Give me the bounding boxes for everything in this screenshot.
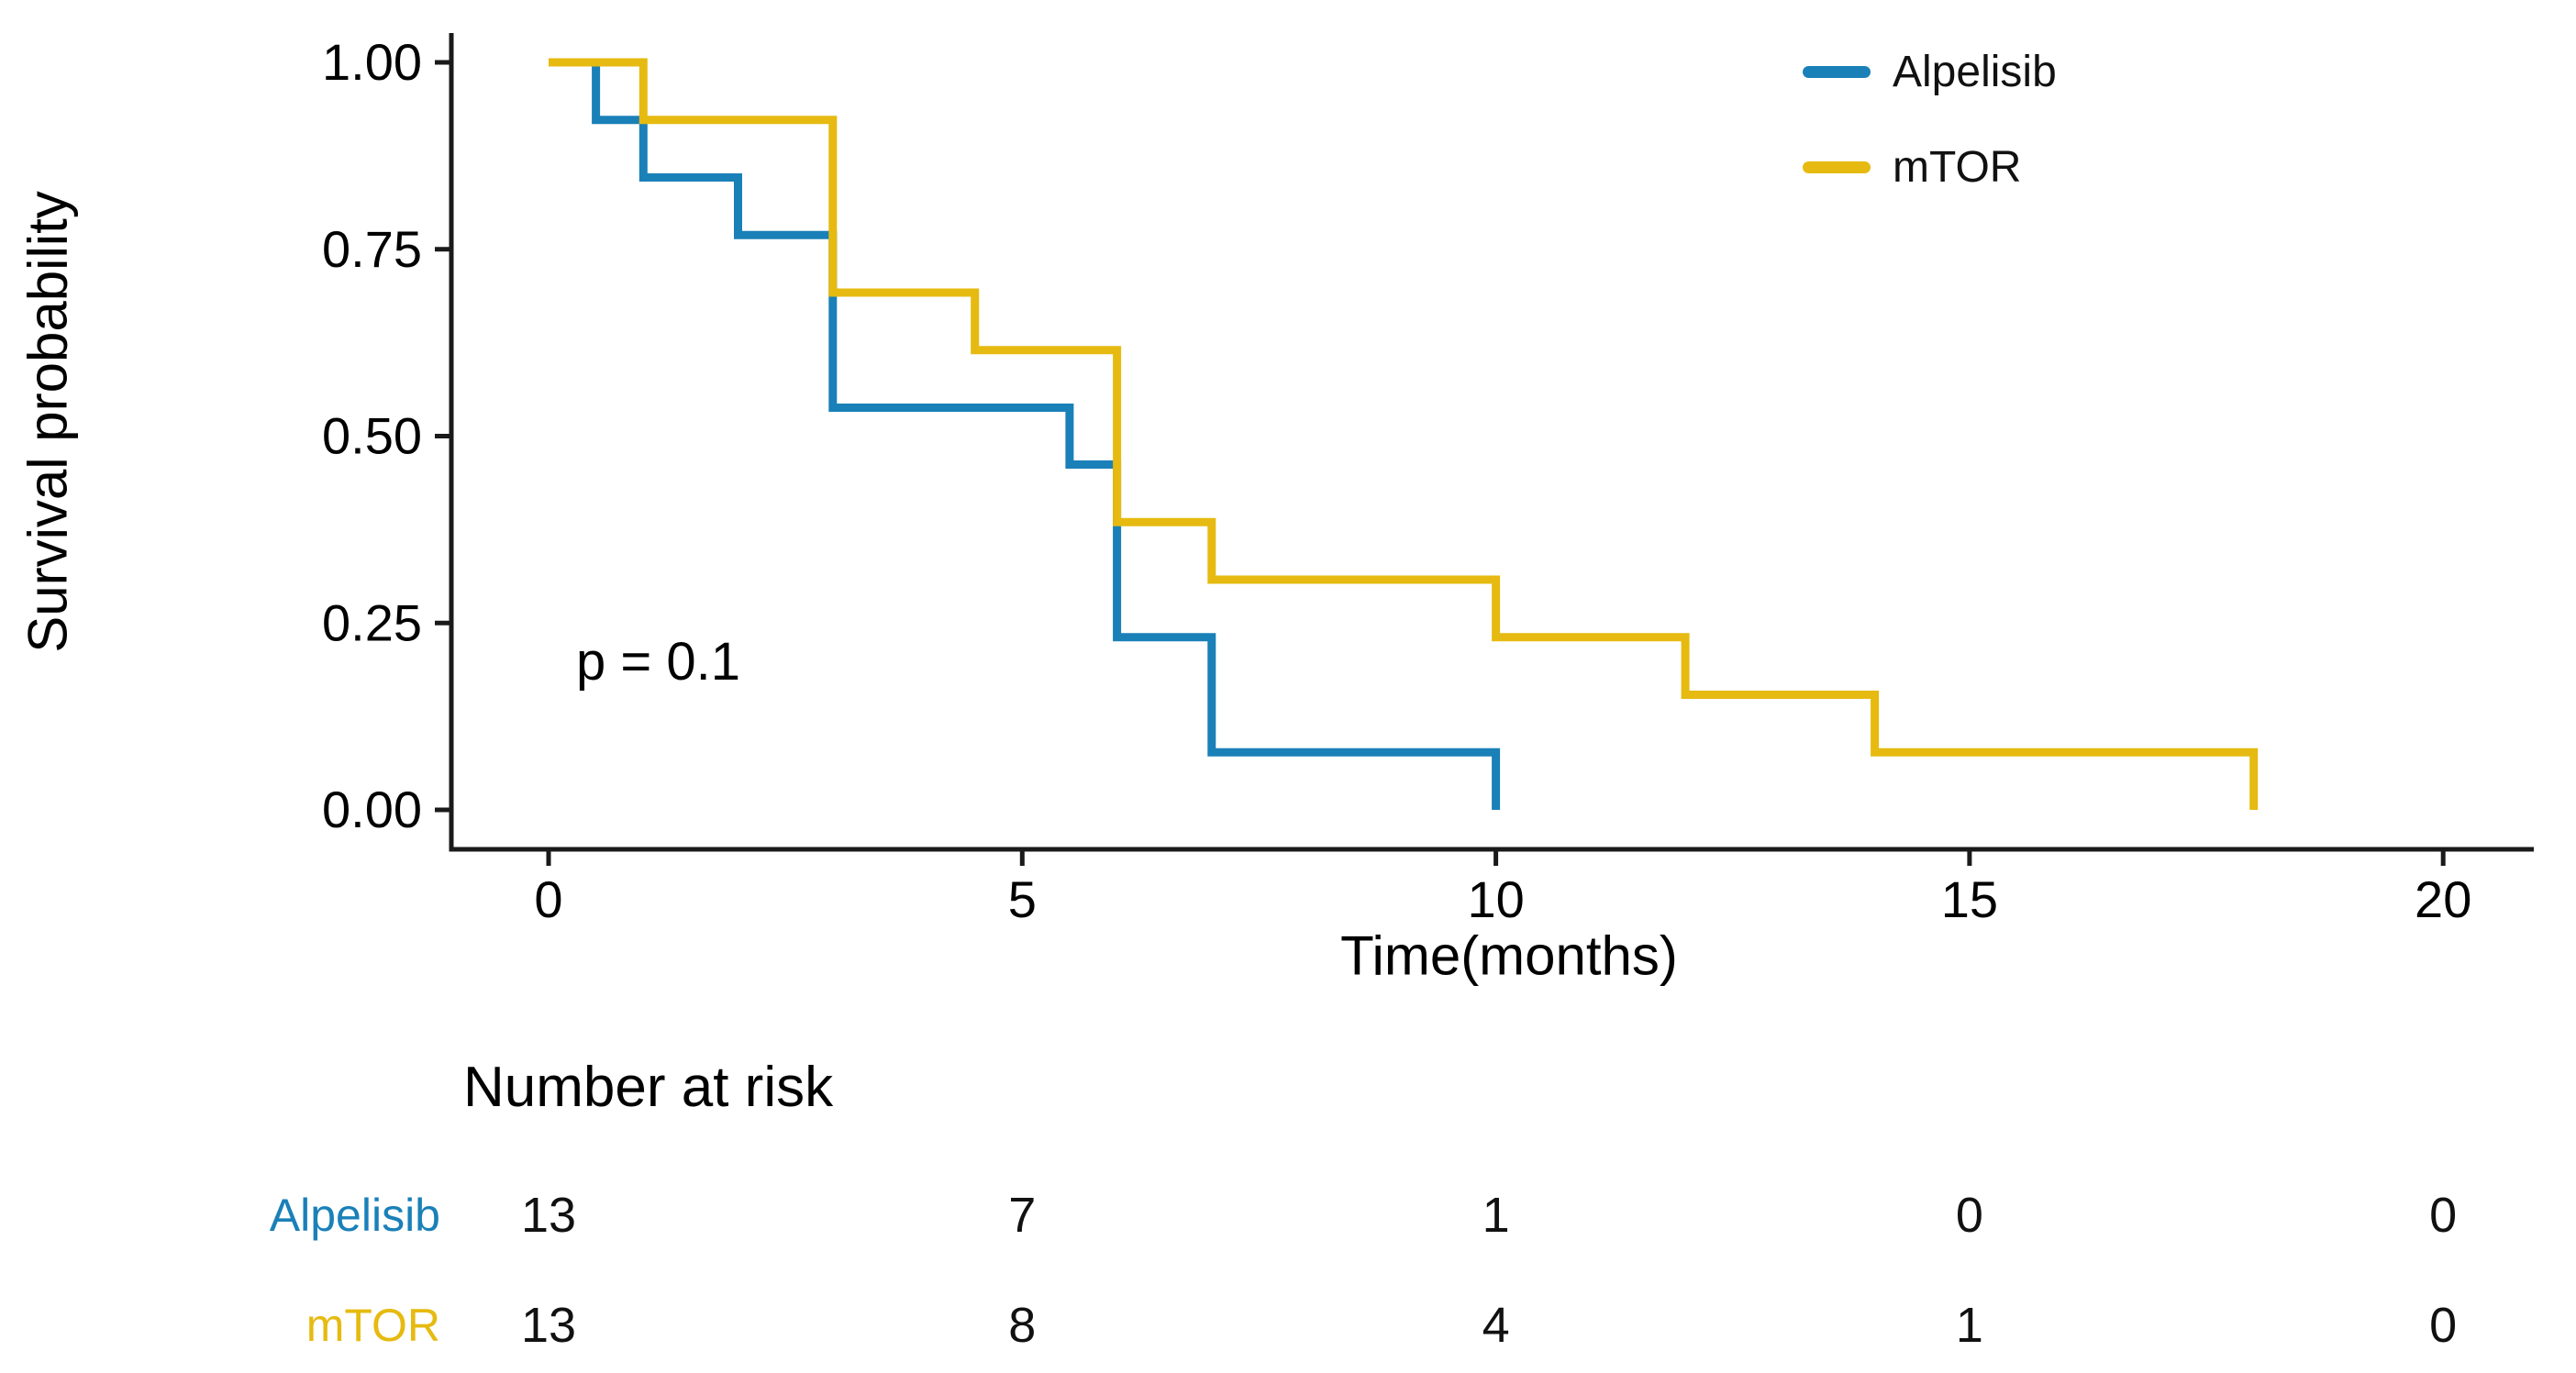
- legend-item-mtor: mTOR: [1803, 139, 2057, 194]
- risk-count: 7: [1008, 1188, 1037, 1243]
- legend: Alpelisib mTOR: [1803, 44, 2057, 194]
- axes: 0.00 0.25 0.50 0.75 1.00 0 5 10 15 20: [322, 33, 2534, 928]
- risk-table-title: Number at risk: [463, 1056, 834, 1119]
- p-value-annotation: p = 0.1: [576, 632, 740, 692]
- mtor-line-swatch: [1803, 161, 1871, 173]
- y-tick-label: 0.50: [322, 407, 422, 465]
- y-tick-label: 0.75: [322, 220, 422, 278]
- y-tick-label: 0.25: [322, 593, 422, 651]
- km-curves: [549, 58, 2259, 810]
- risk-row-label-mtor: mTOR: [305, 1300, 440, 1351]
- legend-label-alpelisib: Alpelisib: [1893, 47, 2057, 96]
- risk-row-label-alpelisib: Alpelisib: [269, 1190, 440, 1241]
- x-tick-label: 15: [1941, 870, 1998, 928]
- y-tick-label: 1.00: [322, 33, 422, 91]
- risk-count: 0: [2429, 1188, 2458, 1243]
- x-tick-label: 0: [534, 870, 562, 928]
- risk-count: 13: [520, 1188, 577, 1243]
- alpelisib-line-swatch: [1803, 65, 1871, 78]
- km-curve-alpelisib: [549, 58, 1501, 810]
- x-axis-title: Time(months): [1340, 925, 1678, 987]
- x-tick-label: 10: [1467, 870, 1524, 928]
- legend-label-mtor: mTOR: [1893, 142, 2022, 192]
- risk-count: 4: [1482, 1298, 1510, 1353]
- km-curve-mtor: [549, 58, 2259, 810]
- risk-count: 8: [1008, 1298, 1037, 1353]
- legend-item-alpelisib: Alpelisib: [1803, 44, 2057, 99]
- risk-count: 1: [1955, 1298, 1983, 1353]
- risk-count: 1: [1482, 1188, 1510, 1243]
- risk-count: 0: [1955, 1188, 1983, 1243]
- x-tick-label: 20: [2415, 870, 2471, 928]
- y-axis-title: Survival probability: [17, 191, 79, 653]
- x-tick-label: 5: [1008, 870, 1037, 928]
- risk-count: 0: [2429, 1298, 2458, 1353]
- y-tick-label: 0.00: [322, 781, 422, 838]
- risk-count: 13: [520, 1298, 577, 1353]
